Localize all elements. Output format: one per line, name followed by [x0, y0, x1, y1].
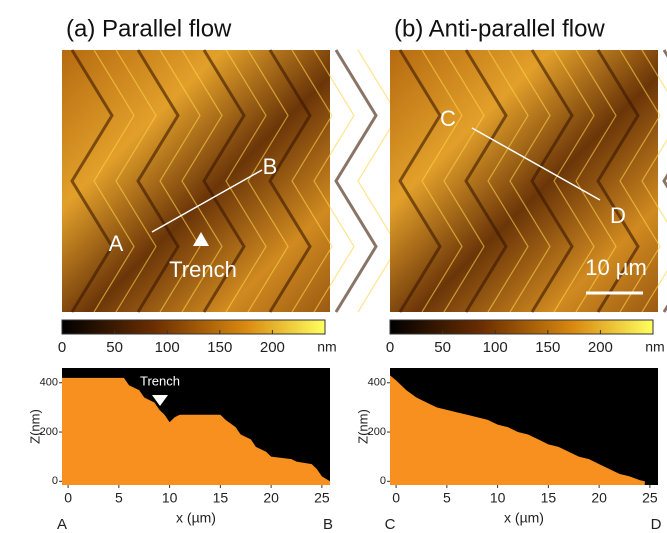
colorbar-tick-label: 200	[260, 339, 285, 356]
y-axis-label: Z(nm)	[355, 409, 370, 444]
terrace-step	[115, 49, 157, 313]
terrace-step	[641, 49, 667, 313]
trench-marker	[193, 232, 209, 246]
terrace-step	[268, 49, 312, 313]
colorbar-tick-label: 0	[58, 339, 66, 356]
terrace-step	[70, 49, 114, 313]
profile-end: D	[651, 516, 662, 533]
colorbar-tick-label: 100	[483, 339, 508, 356]
terrace-step	[509, 49, 551, 313]
terrace-step	[662, 49, 667, 313]
annotation: Trench	[140, 373, 180, 388]
colorbar	[389, 319, 654, 335]
profile-start: C	[385, 516, 396, 533]
terrace-step	[357, 49, 399, 313]
y-tick-label: 0	[52, 475, 58, 487]
y-tick-label: 200	[368, 426, 386, 438]
afm-image	[62, 50, 330, 312]
colorbar-tick-label: 50	[434, 339, 451, 356]
x-tick-label: 5	[443, 490, 451, 506]
y-axis-label: Z(nm)	[27, 409, 42, 444]
x-tick-label: 20	[591, 490, 607, 506]
x-tick-label: 15	[541, 490, 557, 506]
x-tick-label: 0	[64, 490, 72, 506]
profile-area	[62, 377, 330, 485]
afm-image	[390, 50, 658, 312]
terrace-step	[225, 49, 267, 313]
profile-area	[390, 375, 645, 485]
x-tick-label: 25	[642, 490, 658, 506]
terrace-step	[421, 49, 463, 313]
y-tick-label: 400	[368, 377, 386, 389]
image-label: D	[610, 203, 626, 228]
image-label: C	[440, 106, 456, 131]
annotation-marker	[152, 395, 168, 406]
terrace-step	[181, 49, 223, 313]
colorbar-tick-label: 0	[386, 339, 394, 356]
x-tick-label: 10	[162, 490, 178, 506]
terrace-step	[291, 49, 333, 313]
image-label: 10 µm	[585, 255, 647, 280]
y-tick-label: 200	[40, 426, 58, 438]
profile-line	[471, 127, 601, 201]
terrace-step	[487, 49, 529, 313]
terrace-step	[530, 49, 574, 313]
y-tick-label: 0	[380, 475, 386, 487]
profile-end: B	[323, 516, 333, 533]
image-label: B	[263, 154, 278, 179]
colorbar-tick-label: 150	[207, 339, 232, 356]
terrace-step	[443, 49, 485, 313]
terrace-step	[596, 49, 640, 313]
terrace-step	[553, 49, 595, 313]
x-tick-label: 0	[392, 490, 400, 506]
profile-start: A	[57, 516, 67, 533]
x-tick-label: 5	[115, 490, 123, 506]
terrace-step	[464, 49, 508, 313]
terrace-step	[247, 49, 289, 313]
image-label: A	[109, 231, 124, 256]
x-tick-label: 15	[213, 490, 229, 506]
colorbar-tick-label: 100	[155, 339, 180, 356]
terrace-step	[93, 49, 135, 313]
x-tick-label: 25	[314, 490, 330, 506]
colorbar-tick-label: 200	[588, 339, 613, 356]
terrace-step	[334, 49, 378, 313]
colorbar-tick-label: 50	[106, 339, 123, 356]
y-tick-label: 400	[40, 377, 58, 389]
terrace-step	[575, 49, 617, 313]
terrace-step	[398, 49, 442, 313]
colorbar-unit: nm	[645, 339, 664, 355]
profile-line	[151, 169, 263, 233]
colorbar	[61, 319, 326, 335]
terrace-step	[313, 49, 355, 313]
colorbar-unit: nm	[317, 339, 336, 355]
colorbar-tick-label: 150	[535, 339, 560, 356]
terrace-step	[159, 49, 201, 313]
panel-title: (b) Anti-parallel flow	[394, 15, 605, 42]
x-axis-label: x (µm)	[504, 510, 544, 526]
terrace-step	[619, 49, 661, 313]
terrace-step	[136, 49, 180, 313]
x-tick-label: 10	[490, 490, 506, 506]
image-label: Trench	[169, 257, 237, 282]
panel-title: (a) Parallel flow	[66, 15, 232, 42]
x-tick-label: 20	[263, 490, 279, 506]
terrace-step	[202, 49, 246, 313]
x-axis-label: x (µm)	[176, 510, 216, 526]
